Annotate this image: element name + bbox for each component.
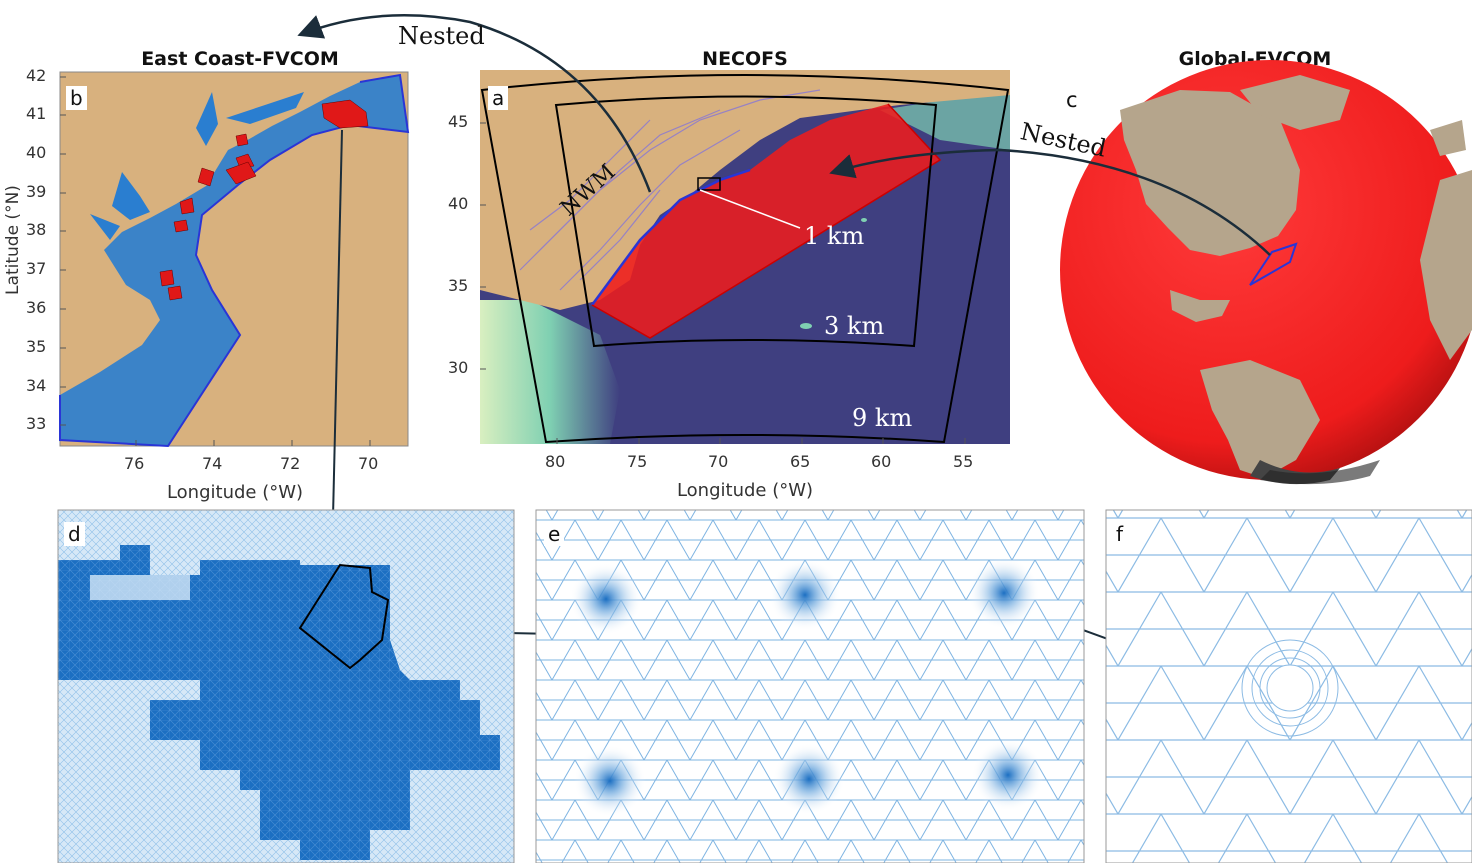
b-ytick: 40 — [26, 143, 47, 162]
a-xtick: 75 — [627, 452, 648, 471]
panel-b-title: East Coast-FVCOM — [141, 48, 339, 70]
b-ytick: 42 — [26, 66, 47, 85]
b-ytick: 37 — [26, 259, 47, 278]
b-xtick: 76 — [124, 454, 145, 473]
b-ytick: 33 — [26, 414, 47, 433]
panel-c-label: c — [1066, 88, 1078, 112]
a-ytick: 40 — [448, 194, 469, 213]
panel-a-title: NECOFS — [702, 48, 788, 70]
panel-a-xlabel: Longitude (°W) — [676, 480, 814, 501]
b-ytick: 41 — [26, 104, 47, 123]
panel-e-label: e — [544, 522, 565, 546]
a-xtick: 60 — [871, 452, 892, 471]
a-xtick: 65 — [790, 452, 811, 471]
b-xtick: 72 — [280, 454, 301, 473]
res-9km-label: 9 km — [852, 404, 913, 432]
a-ytick: 30 — [448, 358, 469, 377]
b-ytick: 39 — [26, 182, 47, 201]
a-xtick: 70 — [708, 452, 729, 471]
b-ytick: 34 — [26, 376, 47, 395]
b-ytick: 35 — [26, 337, 47, 356]
b-ytick: 36 — [26, 298, 47, 317]
panel-b-xlabel: Longitude (°W) — [166, 482, 304, 503]
res-1km-label: 1 km — [804, 222, 865, 250]
b-xtick: 70 — [358, 454, 379, 473]
panel-b-label: b — [66, 86, 87, 110]
panel-d-label: d — [64, 522, 85, 546]
a-ytick: 35 — [448, 276, 469, 295]
panel-f-label: f — [1112, 522, 1128, 546]
b-xtick: 74 — [202, 454, 223, 473]
b-ytick: 38 — [26, 220, 47, 239]
a-xtick: 80 — [545, 452, 566, 471]
a-xtick: 55 — [953, 452, 974, 471]
a-ytick: 45 — [448, 112, 469, 131]
panel-a-label: a — [488, 86, 509, 110]
res-3km-label: 3 km — [824, 312, 885, 340]
nested-arrow-label-top: Nested — [398, 22, 485, 50]
